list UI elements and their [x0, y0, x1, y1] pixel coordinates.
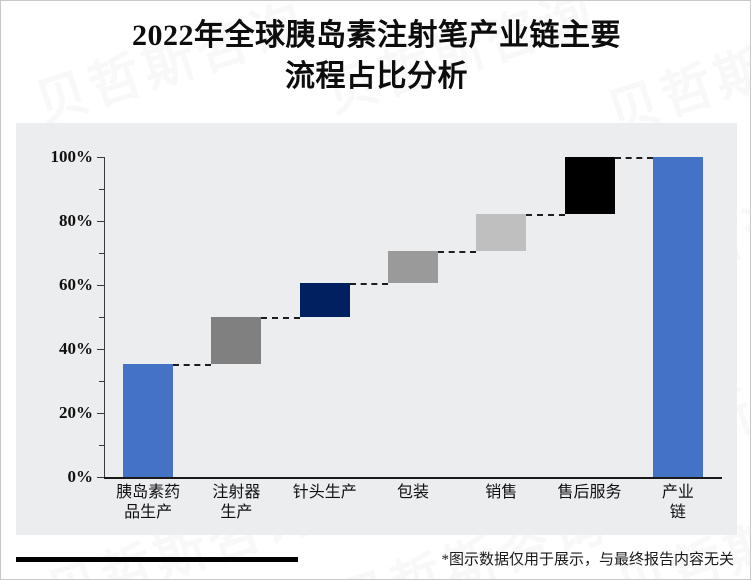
x-axis-line [104, 477, 722, 479]
y-axis-tick [97, 285, 104, 286]
y-axis-minor-tick [99, 189, 104, 190]
waterfall-bar[interactable] [388, 251, 438, 284]
waterfall-bar[interactable] [652, 157, 703, 477]
y-axis-tick [97, 349, 104, 350]
waterfall-bar[interactable] [564, 157, 615, 214]
footer-divider-rule [16, 557, 298, 562]
footer-disclaimer: *图示数据仅用于展示，与最终报告内容无关 [441, 552, 734, 568]
title-line-2: 流程占比分析 [285, 60, 468, 93]
page-title: 2022年全球胰岛素注射笔产业链主要 流程占比分析 [1, 15, 750, 97]
y-axis-tick-label: 40% [59, 339, 93, 358]
x-axis-tick-label: 注射器 生产 [212, 484, 261, 521]
waterfall-bar[interactable] [476, 213, 527, 252]
y-axis-minor-tick [99, 445, 104, 446]
x-axis-tick-label: 包装 [396, 484, 430, 501]
y-axis-tick-label: 20% [59, 403, 93, 422]
y-axis-tick [97, 477, 104, 478]
y-axis-tick-label: 0% [67, 467, 94, 486]
y-axis-minor-tick [99, 381, 104, 382]
y-axis-tick [97, 157, 104, 158]
y-axis-tick [97, 413, 104, 414]
waterfall-bar[interactable] [123, 364, 174, 477]
x-axis-tick-label: 销售 [485, 484, 518, 501]
y-axis-minor-tick [99, 253, 104, 254]
waterfall-bar[interactable] [299, 283, 350, 317]
y-axis-tick-label: 100% [50, 147, 94, 166]
y-axis-tick-label: 60% [59, 275, 93, 294]
y-axis-tick-label: 80% [59, 211, 93, 230]
y-axis-line [104, 157, 105, 477]
waterfall-bar[interactable] [211, 317, 262, 365]
waterfall-connector-total [614, 157, 653, 159]
waterfall-connector [349, 283, 388, 286]
y-axis-tick [97, 221, 104, 222]
waterfall-connector [261, 317, 300, 319]
waterfall-connector [173, 364, 212, 367]
x-axis-tick-label: 售后服务 [557, 484, 622, 501]
title-line-1: 2022年全球胰岛素注射笔产业链主要 [132, 19, 621, 52]
chart-plot-area: 0% 20% 40% 60% 80% 100% 胰岛素药 品生产 注射器 生产 针头生产 包装 销售… [16, 123, 737, 535]
waterfall-connector [438, 251, 477, 254]
waterfall-connector [526, 213, 565, 216]
x-axis-tick-label: 产业链 [661, 484, 694, 521]
waterfall-chart: 0% 20% 40% 60% 80% 100% 胰岛素药 品生产 注射器 生产 针头生产 包装 销售… [51, 147, 722, 521]
x-axis-tick-label: 针头生产 [292, 484, 357, 501]
x-axis-tick-label: 胰岛素药 品生产 [116, 484, 181, 521]
chart-footer: *图示数据仅用于展示，与最终报告内容无关 [1, 546, 750, 579]
y-axis-minor-tick [99, 317, 104, 318]
